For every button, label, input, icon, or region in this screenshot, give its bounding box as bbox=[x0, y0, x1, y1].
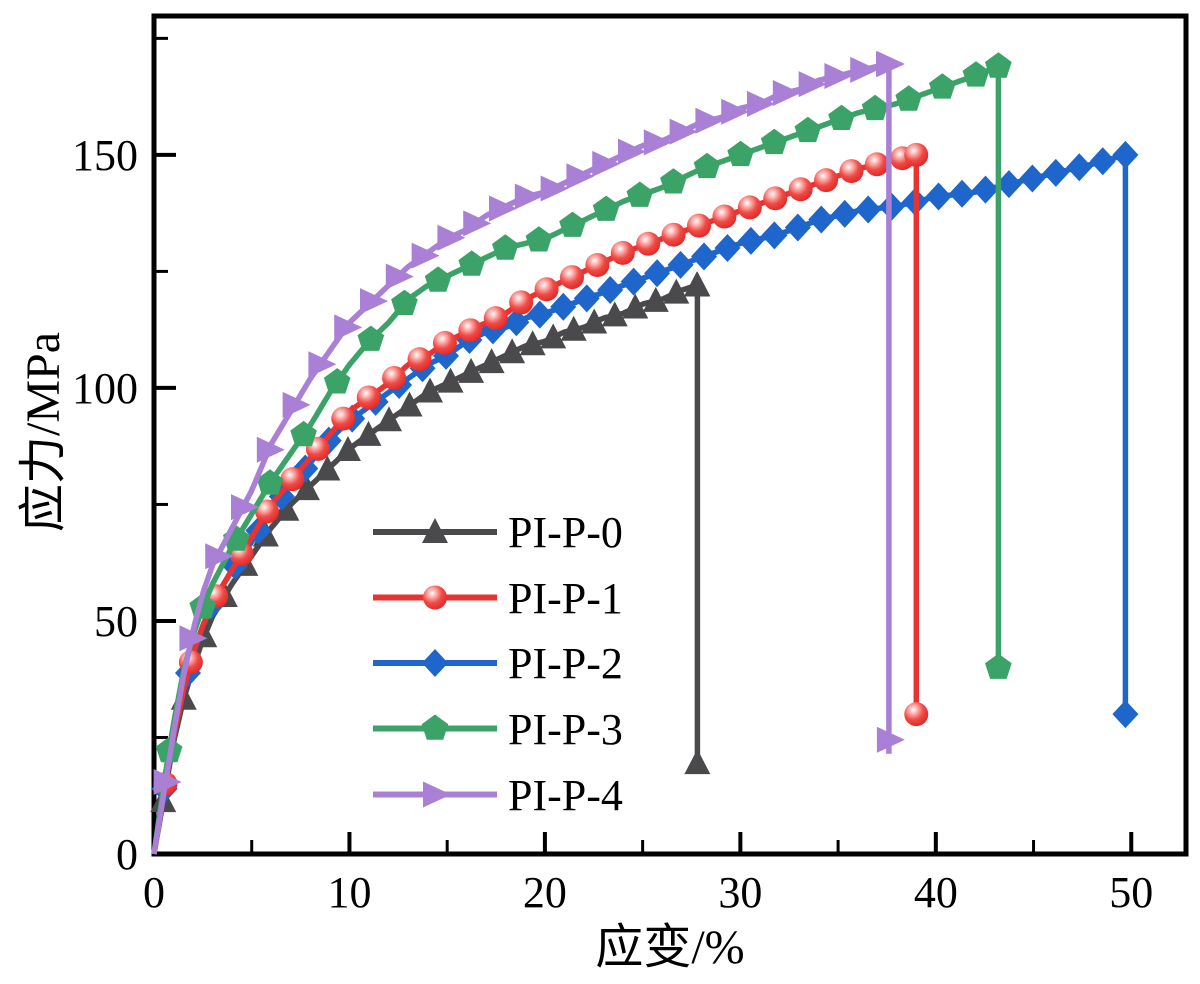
x-tick-label: 10 bbox=[327, 868, 371, 917]
x-tick-label: 20 bbox=[523, 868, 567, 917]
axes-ticks: 0 10 20 30 40 50 0 50 100 150 bbox=[72, 36, 1153, 917]
x-tick-label: 30 bbox=[718, 868, 762, 917]
x-axis-title: 应变/% bbox=[595, 921, 745, 974]
y-tick-label: 50 bbox=[94, 597, 138, 646]
series-pi-p-4 bbox=[151, 51, 905, 855]
y-tick-label: 150 bbox=[72, 131, 138, 180]
x-tick-label: 50 bbox=[1109, 868, 1153, 917]
series-pi-p-1 bbox=[151, 142, 929, 855]
x-tick-label: 40 bbox=[914, 868, 958, 917]
y-tick-label: 100 bbox=[72, 364, 138, 413]
x-tick-label: 0 bbox=[143, 868, 165, 917]
legend-samples bbox=[373, 518, 497, 808]
y-tick-label: 0 bbox=[116, 830, 138, 879]
series-pi-p-3 bbox=[151, 52, 1012, 855]
plot-frame bbox=[151, 13, 1189, 857]
y-axis-title: 应力/MPa bbox=[17, 331, 70, 533]
